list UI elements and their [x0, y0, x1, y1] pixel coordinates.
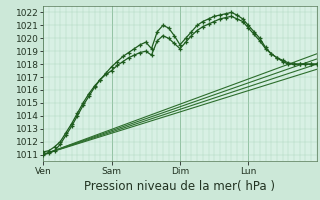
X-axis label: Pression niveau de la mer( hPa ): Pression niveau de la mer( hPa )	[84, 180, 276, 193]
